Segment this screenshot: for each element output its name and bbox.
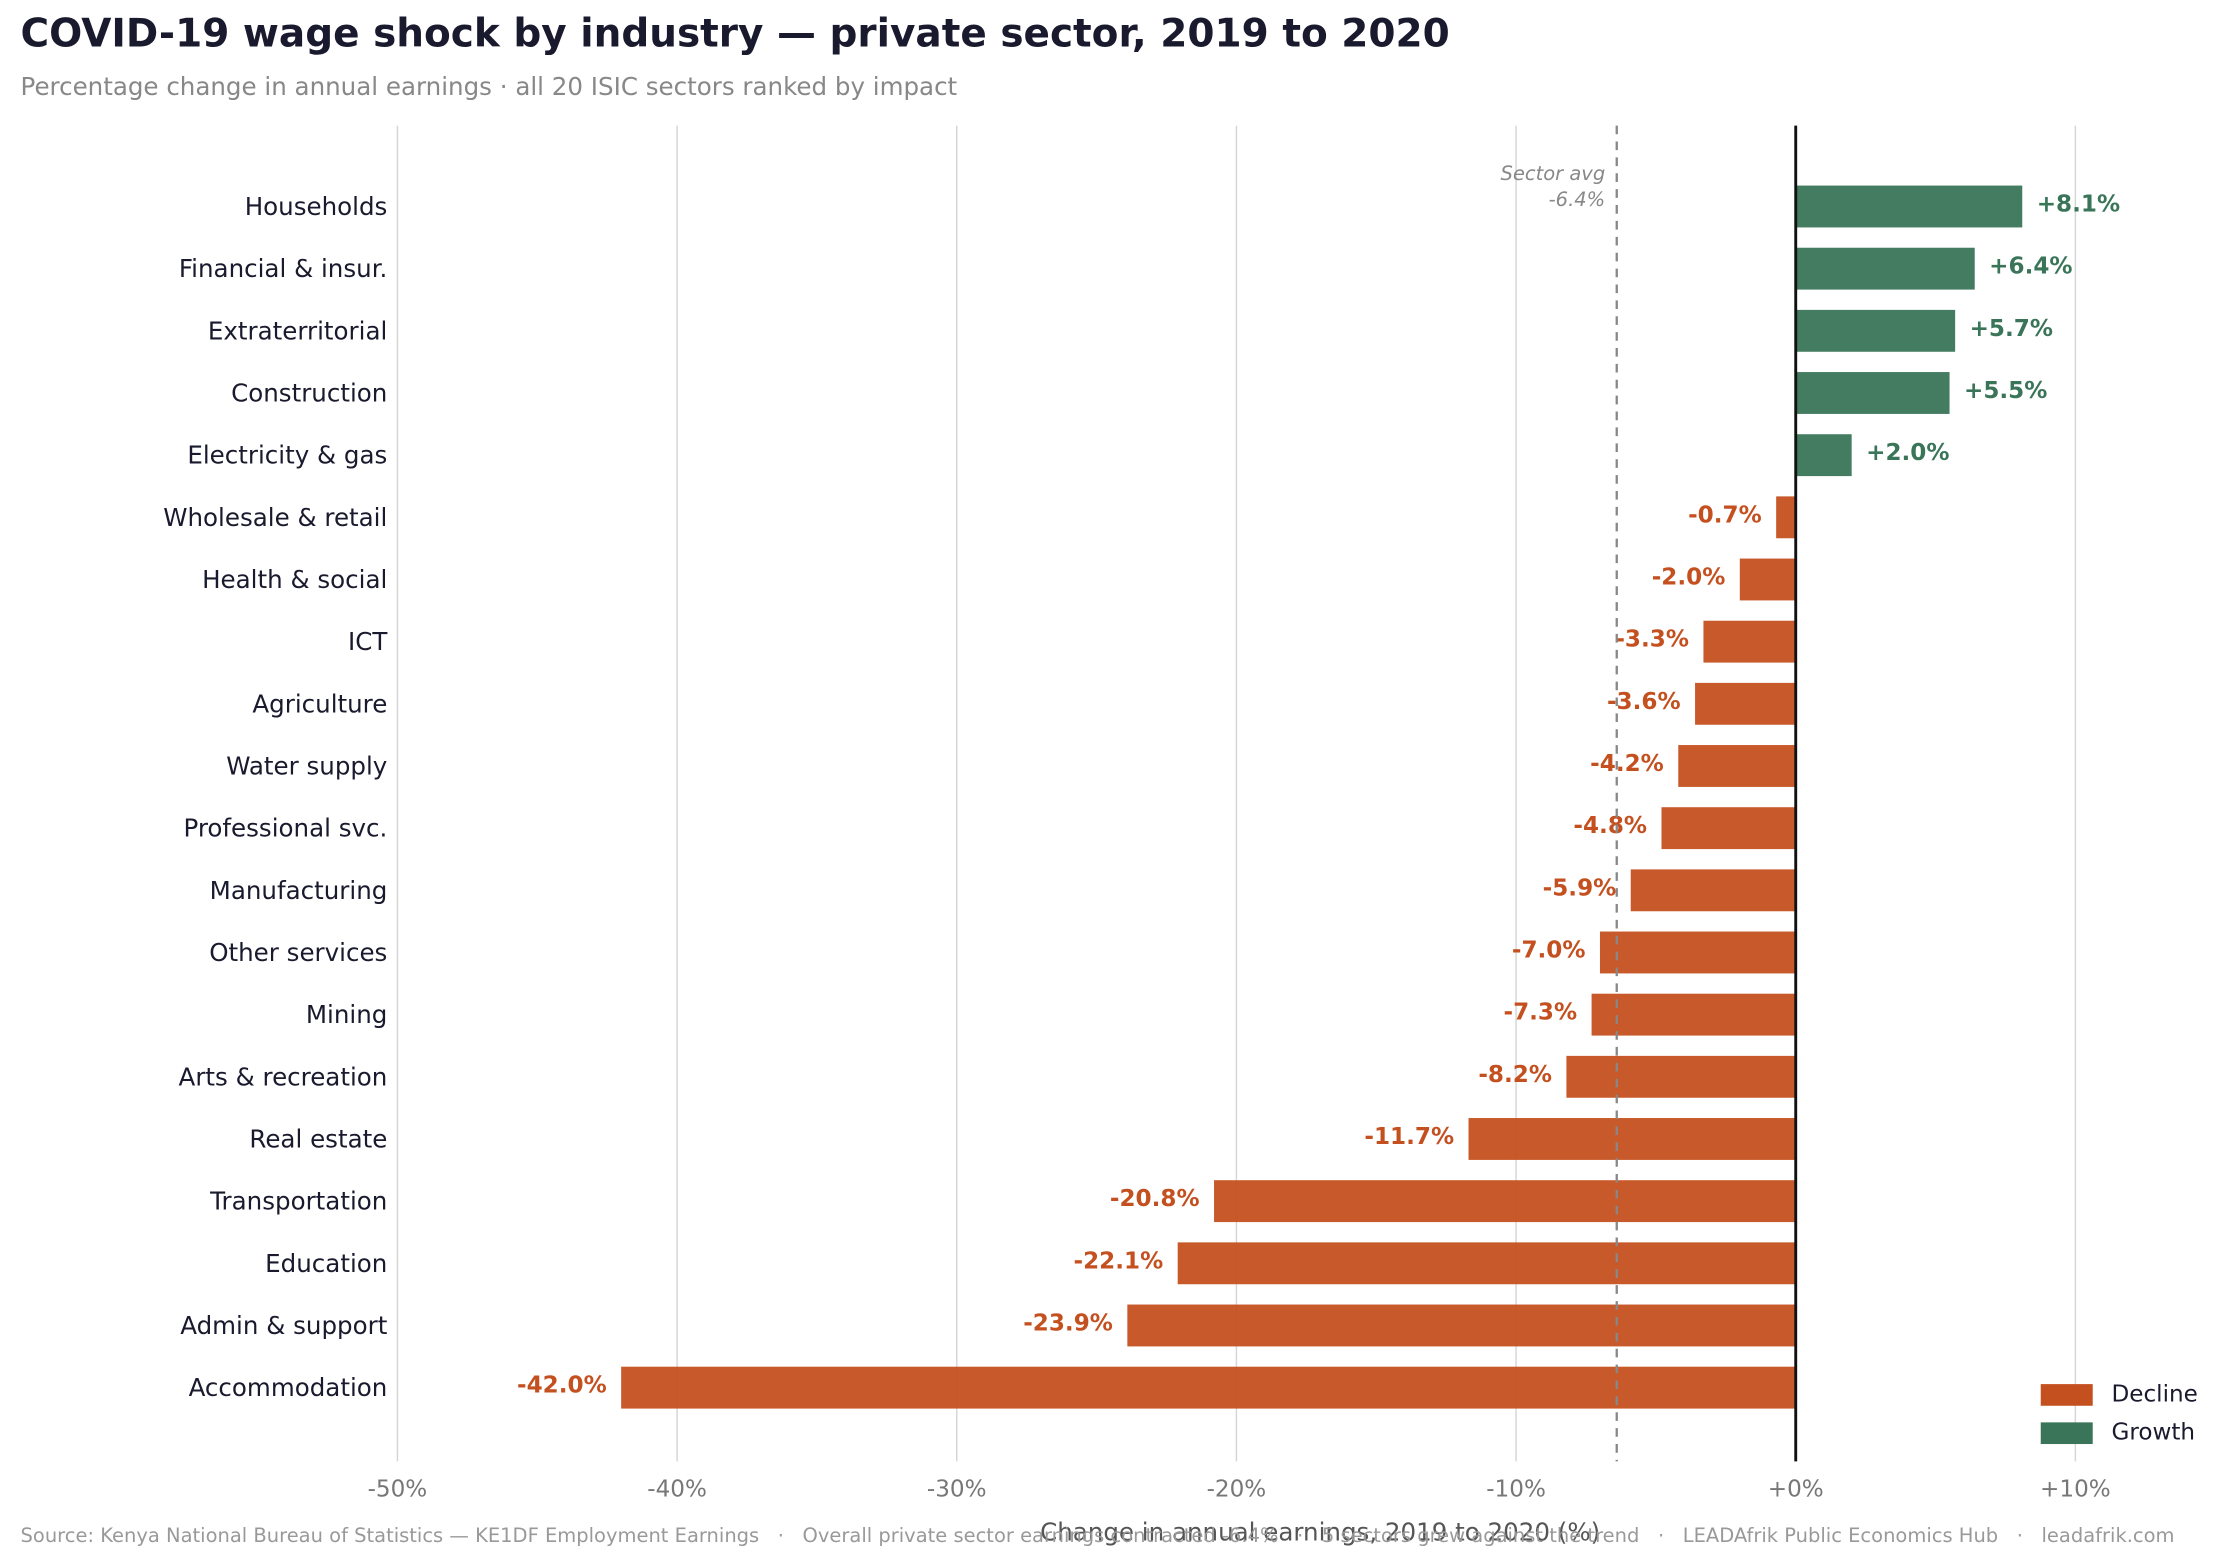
chart-title: COVID-19 wage shock by industry — privat… (21, 12, 1450, 57)
data-label: -3.3% (1615, 627, 1689, 653)
bar (1795, 372, 1950, 414)
y-tick-label: Construction (231, 378, 387, 407)
legend-label: Growth (2111, 1420, 2195, 1446)
chart-subtitle: Percentage change in annual earnings · a… (21, 72, 958, 101)
bar (1127, 1304, 1796, 1347)
bar (1630, 869, 1796, 912)
y-tick-label: Health & social (202, 565, 387, 594)
x-tick-label: +10% (2040, 1477, 2111, 1503)
data-label: +5.5% (1964, 378, 2047, 404)
source-note: Source: Kenya National Bureau of Statist… (21, 1524, 2175, 1547)
bar (1591, 993, 1796, 1036)
y-tick-label: Electricity & gas (187, 441, 387, 470)
y-tick-label: Manufacturing (210, 876, 388, 905)
reference-label: Sector avg (1501, 162, 1606, 185)
y-tick-label: Financial & insur. (179, 254, 387, 283)
bar (1795, 434, 1852, 477)
y-tick-label: ICT (348, 627, 388, 656)
y-tick-label: Water supply (226, 751, 387, 780)
y-tick-label: Arts & recreation (179, 1062, 388, 1091)
bar (1795, 309, 1956, 352)
y-tick-label: Agriculture (252, 689, 387, 718)
data-label: -2.0% (1652, 565, 1726, 591)
bar (1703, 620, 1796, 663)
bar (1566, 1055, 1796, 1098)
bar (1776, 496, 1796, 539)
bar (1795, 185, 2023, 228)
x-tick-label: -40% (647, 1477, 707, 1503)
x-tick-label: +0% (1768, 1477, 1824, 1503)
y-tick-label: Real estate (249, 1124, 387, 1153)
legend-label: Decline (2111, 1381, 2197, 1407)
bar (1599, 931, 1796, 974)
data-label: -20.8% (1110, 1186, 1200, 1212)
data-label: -22.1% (1074, 1248, 1164, 1274)
legend-swatch (2040, 1422, 2093, 1445)
x-tick-label: -30% (927, 1477, 987, 1503)
data-label: +8.1% (2037, 192, 2120, 218)
plot-area: -50% -40% -30% -20% -10% +0% +10% Households +8.… (163, 125, 2198, 1503)
y-tick-label: Professional svc. (184, 814, 388, 843)
legend-swatch (2040, 1384, 2093, 1406)
bar (621, 1366, 1796, 1409)
data-label: +6.4% (1989, 254, 2072, 280)
y-tick-label: Wholesale & retail (163, 503, 387, 532)
y-tick-label: Extraterritorial (208, 316, 387, 345)
data-label: -11.7% (1364, 1124, 1454, 1150)
y-tick-label: Other services (209, 938, 387, 967)
data-label: -4.8% (1573, 813, 1647, 839)
data-label: -7.3% (1503, 1000, 1577, 1026)
x-tick-label: -50% (368, 1477, 428, 1503)
data-label: -42.0% (517, 1373, 607, 1399)
data-label: +2.0% (1866, 440, 1949, 466)
bar (1177, 1242, 1796, 1285)
reference-value: -6.4% (1549, 188, 1606, 211)
y-tick-label: Admin & support (180, 1311, 387, 1340)
bar (1795, 247, 1975, 290)
y-tick-label: Transportation (209, 1187, 387, 1216)
data-label: -4.2% (1590, 751, 1664, 777)
y-tick-label: Education (265, 1249, 387, 1278)
y-tick-label: Mining (306, 1000, 387, 1029)
bar (1468, 1118, 1796, 1160)
data-label: -5.9% (1543, 875, 1617, 901)
data-label: -23.9% (1023, 1311, 1113, 1337)
data-label: -3.6% (1607, 689, 1681, 715)
x-axis-label: Change in annual earnings, 2019 to 2020 … (1040, 1518, 1600, 1547)
x-tick-label: -20% (1207, 1477, 1267, 1503)
y-tick-label: Households (245, 192, 388, 221)
bar (1214, 1180, 1796, 1223)
data-label: +5.7% (1970, 316, 2053, 342)
bar (1661, 807, 1796, 850)
data-label: -8.2% (1478, 1062, 1552, 1088)
data-label: -0.7% (1688, 502, 1762, 528)
y-tick-label: Accommodation (189, 1373, 388, 1402)
bar (1739, 558, 1796, 601)
x-tick-label: -10% (1486, 1477, 1546, 1503)
bar (1678, 745, 1796, 787)
data-label: -7.0% (1512, 938, 1586, 964)
bar (1695, 682, 1796, 725)
